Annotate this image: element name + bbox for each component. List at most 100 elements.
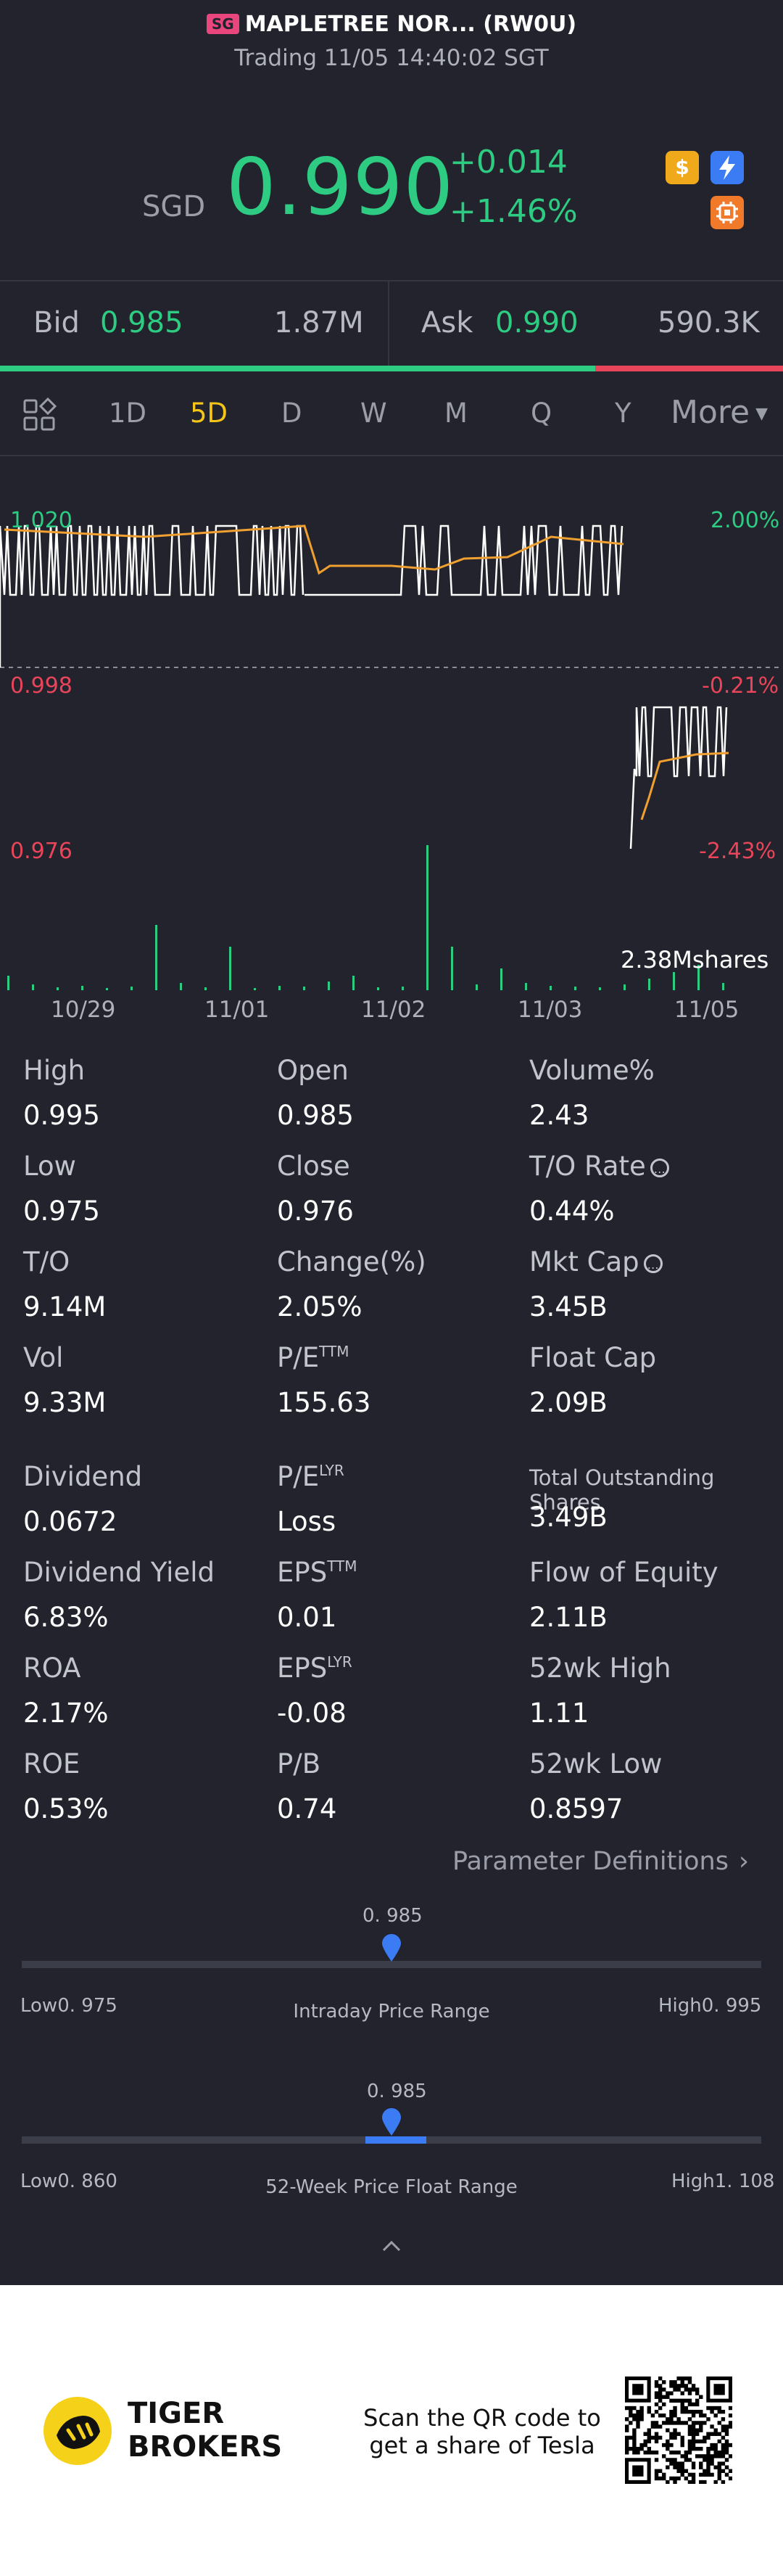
qr-module <box>706 2461 710 2466</box>
qr-module <box>691 2472 696 2477</box>
tab-5d[interactable]: 5D <box>190 398 228 429</box>
tab-more[interactable]: More ▼ <box>671 394 768 431</box>
volume-bar <box>229 947 231 990</box>
qr-module <box>691 2435 696 2440</box>
price-change: +0.014 <box>450 144 568 181</box>
qr-module <box>647 2446 652 2451</box>
qr-module <box>658 2387 663 2392</box>
qr-module <box>721 2443 726 2448</box>
qr-module <box>687 2428 692 2432</box>
qr-code <box>625 2377 732 2484</box>
bid-panel[interactable]: Bid 0.985 1.87M <box>0 281 388 366</box>
info-icon[interactable]: … <box>650 1159 669 1177</box>
qr-module <box>687 2391 692 2395</box>
qr-module <box>658 2395 663 2399</box>
qr-module <box>654 2395 659 2399</box>
qr-module <box>666 2428 670 2432</box>
stat-floatcap-label: Float Cap <box>529 1342 657 1373</box>
qr-module <box>669 2398 674 2403</box>
qr-module <box>687 2398 692 2403</box>
lightning-icon[interactable] <box>710 151 744 184</box>
qr-module <box>710 2461 714 2466</box>
bid-ratio-fill <box>0 366 595 371</box>
tab-q[interactable]: Q <box>531 398 552 429</box>
stat-volpct-value: 2.43 <box>529 1100 589 1131</box>
volume-bar <box>550 986 552 990</box>
qr-module <box>717 2465 721 2469</box>
stat-52wklow-label: 52wk Low <box>529 1748 663 1779</box>
tab-w[interactable]: W <box>360 398 387 429</box>
qr-module <box>684 2384 689 2388</box>
tiger-logo-icon <box>42 2395 113 2469</box>
qr-module <box>680 2377 684 2381</box>
qr-module <box>724 2472 729 2477</box>
brand-line2: BROKERS <box>128 2430 283 2464</box>
tab-m[interactable]: M <box>444 398 468 429</box>
stat-low-label: Low <box>23 1151 76 1182</box>
stat-mktcap-label[interactable]: Mkt Cap… <box>529 1246 663 1277</box>
stat-torate-label[interactable]: T/O Rate… <box>529 1151 669 1182</box>
tab-y[interactable]: Y <box>615 398 631 429</box>
ask-panel[interactable]: Ask 0.990 590.3K <box>389 281 783 366</box>
volume-bar <box>254 988 256 990</box>
qr-module <box>721 2428 726 2432</box>
stat-flowequity-label: Flow of Equity <box>529 1557 718 1588</box>
qr-module <box>728 2454 732 2458</box>
qr-module <box>691 2480 696 2484</box>
qr-module <box>691 2432 696 2436</box>
market-badge: SG <box>206 14 239 34</box>
qr-module <box>687 2472 692 2477</box>
volume-bar <box>328 982 330 990</box>
qr-module <box>713 2414 718 2418</box>
chip-icon[interactable] <box>710 196 744 229</box>
qr-module <box>680 2454 684 2458</box>
qr-module <box>639 2414 644 2418</box>
volume-bar <box>599 987 601 990</box>
stat-flowequity-value: 2.11B <box>529 1602 608 1633</box>
dollar-icon[interactable]: $ <box>666 151 699 184</box>
qr-module <box>713 2428 718 2432</box>
qr-module <box>687 2446 692 2451</box>
qr-module <box>724 2432 729 2436</box>
price-chart[interactable] <box>0 457 783 1016</box>
week52-range-title: 52-Week Price Float Range <box>265 2176 518 2198</box>
tab-d[interactable]: D <box>281 398 302 429</box>
ask-price: 0.990 <box>495 306 579 340</box>
qr-module <box>691 2465 696 2469</box>
qr-module <box>680 2402 684 2407</box>
qr-module <box>717 2439 721 2444</box>
qr-module <box>717 2472 721 2477</box>
qr-module <box>654 2458 659 2462</box>
qr-module <box>680 2469 684 2473</box>
qr-module <box>669 2435 674 2440</box>
qr-module <box>724 2465 729 2469</box>
qr-module <box>673 2476 677 2481</box>
parameter-definitions-link[interactable]: Parameter Definitions › <box>452 1847 749 1876</box>
qr-module <box>699 2454 703 2458</box>
stock-title[interactable]: SG MAPLETREE NOR... (RW0U) <box>0 12 783 37</box>
qr-module <box>643 2451 647 2455</box>
qr-module <box>710 2424 714 2429</box>
price-series <box>0 524 729 849</box>
qr-module <box>673 2380 677 2384</box>
chevron-right-icon: › <box>738 1847 749 1876</box>
info-icon[interactable]: … <box>643 1254 663 1273</box>
qr-module <box>632 2414 637 2418</box>
price-line <box>0 524 304 667</box>
qr-module <box>721 2469 726 2473</box>
qr-module <box>713 2443 718 2448</box>
qr-module <box>721 2480 726 2484</box>
qr-module <box>650 2424 655 2429</box>
layout-grid-icon[interactable] <box>22 397 58 437</box>
qr-module <box>643 2439 647 2444</box>
qr-module <box>699 2414 703 2418</box>
qr-module <box>676 2398 681 2403</box>
qr-module <box>673 2387 677 2392</box>
qr-module <box>632 2443 637 2448</box>
tab-1d[interactable]: 1D <box>109 398 147 429</box>
qr-module <box>639 2443 644 2448</box>
collapse-chevron-up-icon[interactable] <box>381 2239 402 2256</box>
stat-epsttm-value: 0.01 <box>277 1602 337 1633</box>
qr-module <box>703 2435 707 2440</box>
qr-module <box>666 2391 670 2395</box>
